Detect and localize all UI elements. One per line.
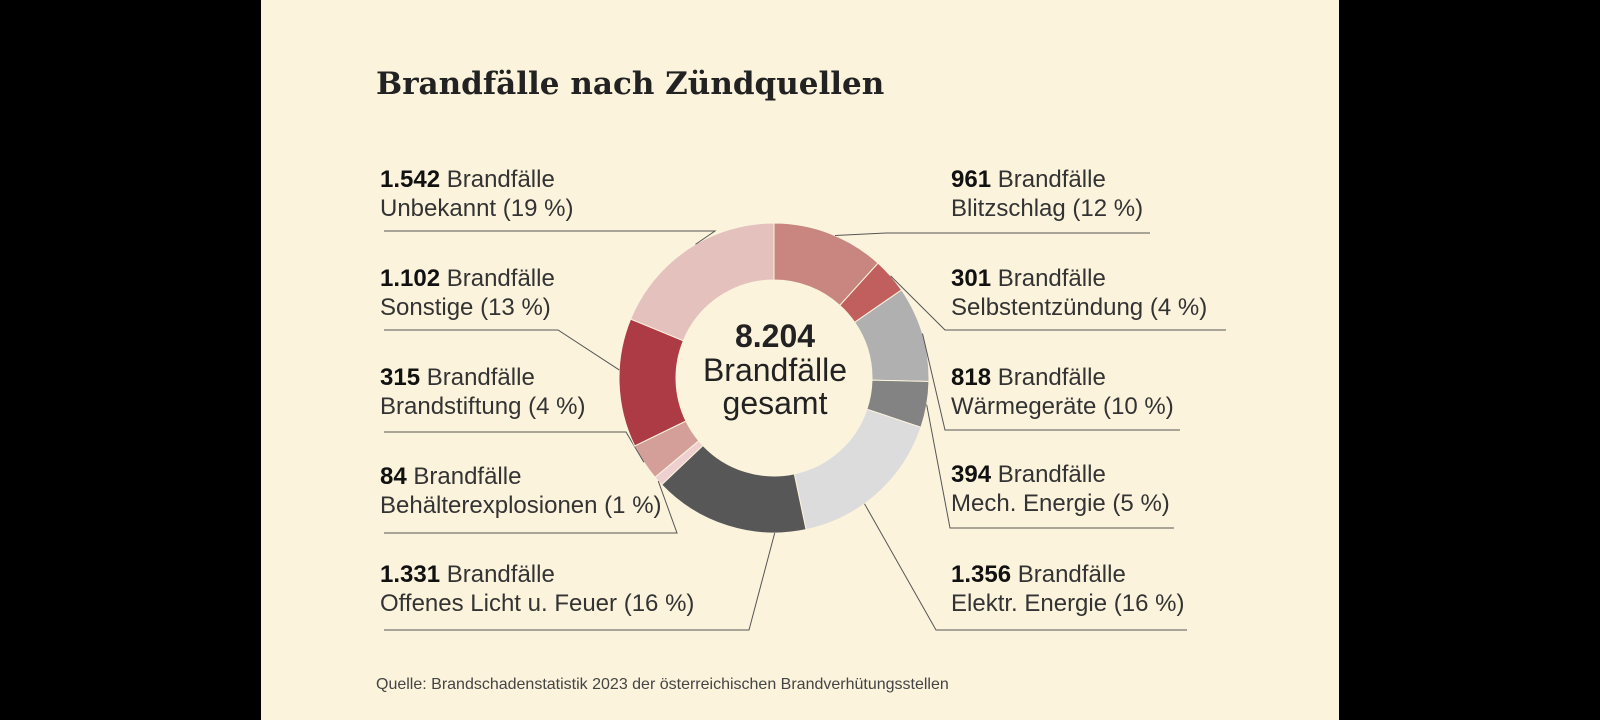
name-sonstige: Sonstige xyxy=(380,294,474,321)
count-sonstige: 1.102 xyxy=(380,265,441,292)
count-selbstentzuendung: 301 xyxy=(951,265,992,292)
pct-waermegeraete: 10 % xyxy=(1111,393,1166,420)
label-blitzschlag: 961 Brandfälle Blitzschlag (12 %) xyxy=(951,166,1144,222)
unit-brandstiftung: Brandfälle xyxy=(426,364,535,391)
name-offenes-licht: Offenes Licht u. Feuer xyxy=(380,590,618,617)
leader-line-blitzschlag xyxy=(835,232,1150,237)
leader-line-sonstige xyxy=(384,329,620,371)
label-brandstiftung: 315 Brandfälle Brandstiftung (4 %) xyxy=(380,364,586,420)
pct-offenes-licht: 16 % xyxy=(631,590,687,617)
infographic-panel xyxy=(261,0,1339,720)
label-mech-energie: 394 Brandfälle Mech. Energie (5 %) xyxy=(951,461,1170,517)
leader-line-unbekannt xyxy=(384,230,717,245)
count-mech-energie: 394 xyxy=(951,461,992,488)
name-blitzschlag: Blitzschlag xyxy=(951,195,1066,222)
pct-selbstentzuendung: 4 % xyxy=(1157,294,1200,321)
center-total: 8.204 Brandfälle gesamt xyxy=(685,318,865,420)
unit-sonstige: Brandfälle xyxy=(446,265,555,292)
pct-behaelterexplosionen: 1 % xyxy=(612,492,654,519)
unit-elektr-energie: Brandfälle xyxy=(1017,561,1126,588)
leader-line-behaelterexplosionen xyxy=(384,480,678,534)
count-brandstiftung: 315 xyxy=(380,364,421,391)
label-offenes-licht: 1.331 Brandfälle Offenes Licht u. Feuer … xyxy=(380,561,695,617)
name-unbekannt: Unbekannt xyxy=(380,195,497,222)
count-blitzschlag: 961 xyxy=(951,166,992,193)
pct-sonstige: 13 % xyxy=(488,294,543,321)
label-sonstige: 1.102 Brandfälle Sonstige (13 %) xyxy=(380,265,555,321)
count-waermegeraete: 818 xyxy=(951,364,992,391)
pct-mech-energie: 5 % xyxy=(1120,490,1162,517)
name-elektr-energie: Elektr. Energie xyxy=(951,590,1108,617)
name-selbstentzuendung: Selbstentzündung xyxy=(951,294,1144,321)
slice-unbekannt xyxy=(629,222,775,342)
label-waermegeraete: 818 Brandfälle Wärmegeräte (10 %) xyxy=(951,364,1174,420)
source-note: Quelle: Brandschadenstatistik 2023 der ö… xyxy=(376,676,949,693)
label-unbekannt: 1.542 Brandfälle Unbekannt (19 %) xyxy=(380,166,574,222)
unit-selbstentzuendung: Brandfälle xyxy=(997,265,1106,292)
pct-brandstiftung: 4 % xyxy=(536,393,578,420)
center-total-line1: Brandfälle xyxy=(702,352,848,388)
leader-line-selbstentzuendung xyxy=(890,275,1226,331)
unit-waermegeraete: Brandfälle xyxy=(997,364,1106,391)
slice-elektr-energie xyxy=(793,408,922,531)
count-unbekannt: 1.542 xyxy=(380,166,441,193)
unit-unbekannt: Brandfälle xyxy=(446,166,555,193)
name-behaelterexplosionen: Behälterexplosionen xyxy=(380,492,598,519)
leader-line-brandstiftung xyxy=(384,431,645,463)
pct-blitzschlag: 12 % xyxy=(1080,195,1136,222)
leader-line-elektr-energie xyxy=(864,503,1187,631)
unit-offenes-licht: Brandfälle xyxy=(446,561,555,588)
unit-blitzschlag: Brandfälle xyxy=(997,166,1106,193)
pct-unbekannt: 19 % xyxy=(510,195,566,222)
pct-elektr-energie: 16 % xyxy=(1121,590,1177,617)
leader-line-offenes-licht xyxy=(384,532,776,631)
name-mech-energie: Mech. Energie xyxy=(951,490,1106,517)
center-total-value: 8.204 xyxy=(734,318,816,354)
center-total-line2: gesamt xyxy=(722,385,828,421)
count-elektr-energie: 1.356 xyxy=(951,561,1012,588)
label-selbstentzuendung: 301 Brandfälle Selbstentzündung (4 %) xyxy=(951,265,1208,321)
count-behaelterexplosionen: 84 xyxy=(380,463,407,490)
chart-title: Brandfälle nach Zündquellen xyxy=(376,66,885,102)
label-elektr-energie: 1.356 Brandfälle Elektr. Energie (16 %) xyxy=(951,561,1185,617)
label-behaelterexplosionen: 84 Brandfälle Behälterexplosionen (1 %) xyxy=(380,463,662,519)
name-brandstiftung: Brandstiftung xyxy=(380,393,522,420)
name-waermegeraete: Wärmegeräte xyxy=(951,393,1097,420)
leader-line-waermegeraete xyxy=(921,333,1180,431)
unit-behaelterexplosionen: Brandfälle xyxy=(413,463,522,490)
count-offenes-licht: 1.331 xyxy=(380,561,441,588)
unit-mech-energie: Brandfälle xyxy=(997,461,1106,488)
leader-line-mech-energie xyxy=(926,404,1174,529)
